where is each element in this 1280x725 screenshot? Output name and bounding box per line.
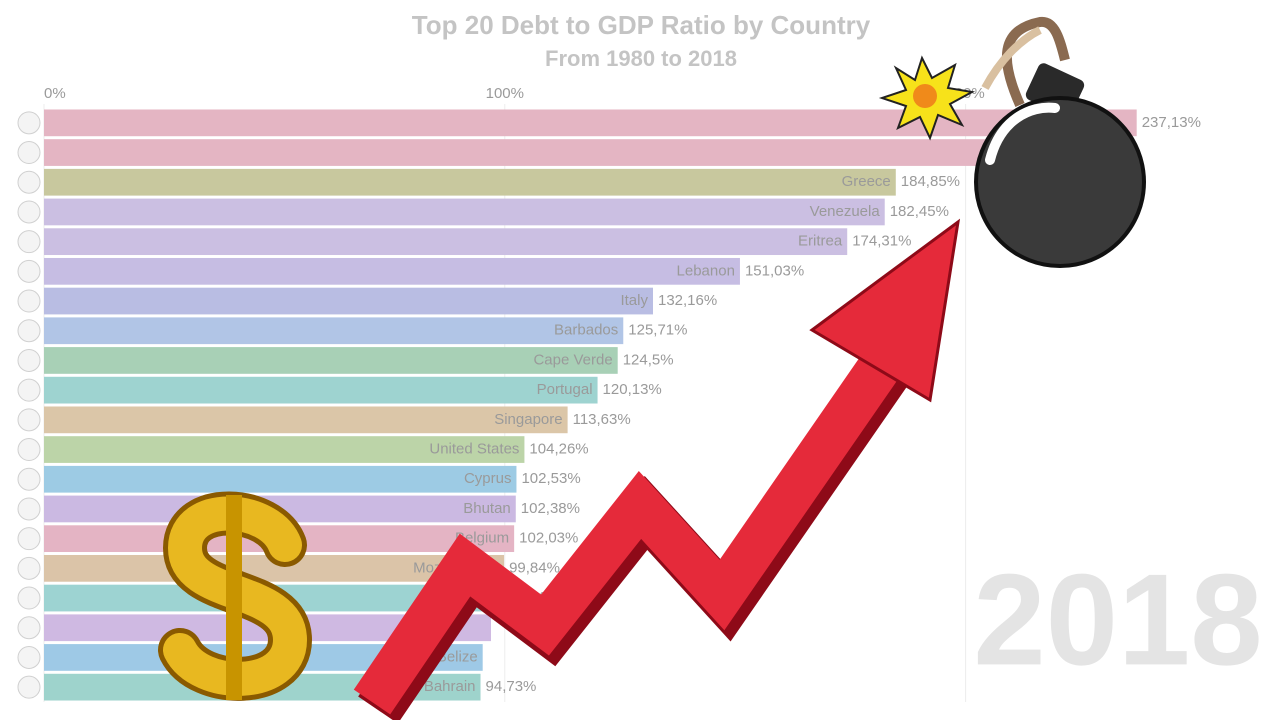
dollar-icon [158,491,313,701]
value-label: 94,73% [486,678,537,695]
bar [44,139,1021,166]
bar [44,465,517,493]
bar-category-label: United States [429,441,519,458]
flag-icon [17,467,41,491]
flag-icon [17,289,41,313]
value-label: 184,85% [901,173,960,190]
value-label: 237,13% [1142,114,1201,131]
flag-icon [17,348,41,372]
bar [44,347,618,374]
bar [44,406,568,434]
flag-icon [17,230,41,254]
year-label: 2018 [973,546,1262,692]
flag-icon [17,259,41,283]
bar-category-label: Cape Verde [533,351,612,368]
bar-category-label: Singapore [494,411,562,428]
bar [44,168,896,196]
bomb-icon [878,16,1146,268]
bar-category-label: Greece [842,173,891,190]
bar-category-label: Cyprus [464,470,512,487]
flag-icon [17,527,41,551]
value-label: 120,13% [603,381,662,398]
flag-icon [17,170,41,194]
value-label: 124,5% [623,351,674,368]
flag-icon [17,586,41,610]
flag-icon [17,111,41,135]
bar-category-label: Belize [437,648,478,665]
bar-category-label: Bahrain [424,678,476,695]
flag-icon [17,408,41,432]
bar [44,228,848,256]
value-label: 182,45% [890,203,949,220]
value-label: 113,63% [573,411,631,428]
bar-category-label: Italy [620,292,648,309]
x-tick-label: 100% [486,85,524,102]
bar [44,257,740,285]
red-arrow [353,218,961,724]
value-label: 99,84% [509,559,560,576]
flag-icon [17,319,41,343]
flag-icon [17,675,41,699]
bar [44,109,1137,137]
bar-category-label: Lebanon [677,262,735,279]
bar [44,198,885,226]
bar [44,287,653,315]
bar [44,376,598,404]
value-label: 102,38% [521,500,580,517]
bar [44,436,525,463]
flag-icon [17,497,41,521]
value-label: 102,03% [519,530,578,547]
chart-subtitle: From 1980 to 2018 [545,46,737,71]
flag-icon [17,616,41,640]
value-label: 104,26% [529,441,588,458]
flag-icon [17,200,41,224]
flag-icon [17,645,41,669]
bar [44,317,624,345]
value-label: 174,31% [852,233,911,250]
value-label: 151,03% [745,262,804,279]
flag-icon [17,141,41,165]
bar-category-label: Portugal [537,381,593,398]
bar-category-label: Barbados [554,322,618,339]
value-label: 102,53% [521,470,580,487]
chart-title: Top 20 Debt to GDP Ratio by Country [412,10,871,40]
value-label: 125,71% [628,322,687,339]
flag-icon [17,556,41,580]
x-tick-label: 0% [44,85,66,102]
flag-icon [17,438,41,462]
value-label: 132,16% [658,292,717,309]
bar-category-label: Bhutan [463,500,511,517]
flag-icon [17,378,41,402]
bar-category-label: Eritrea [798,233,843,250]
bar-category-label: Venezuela [810,203,881,220]
